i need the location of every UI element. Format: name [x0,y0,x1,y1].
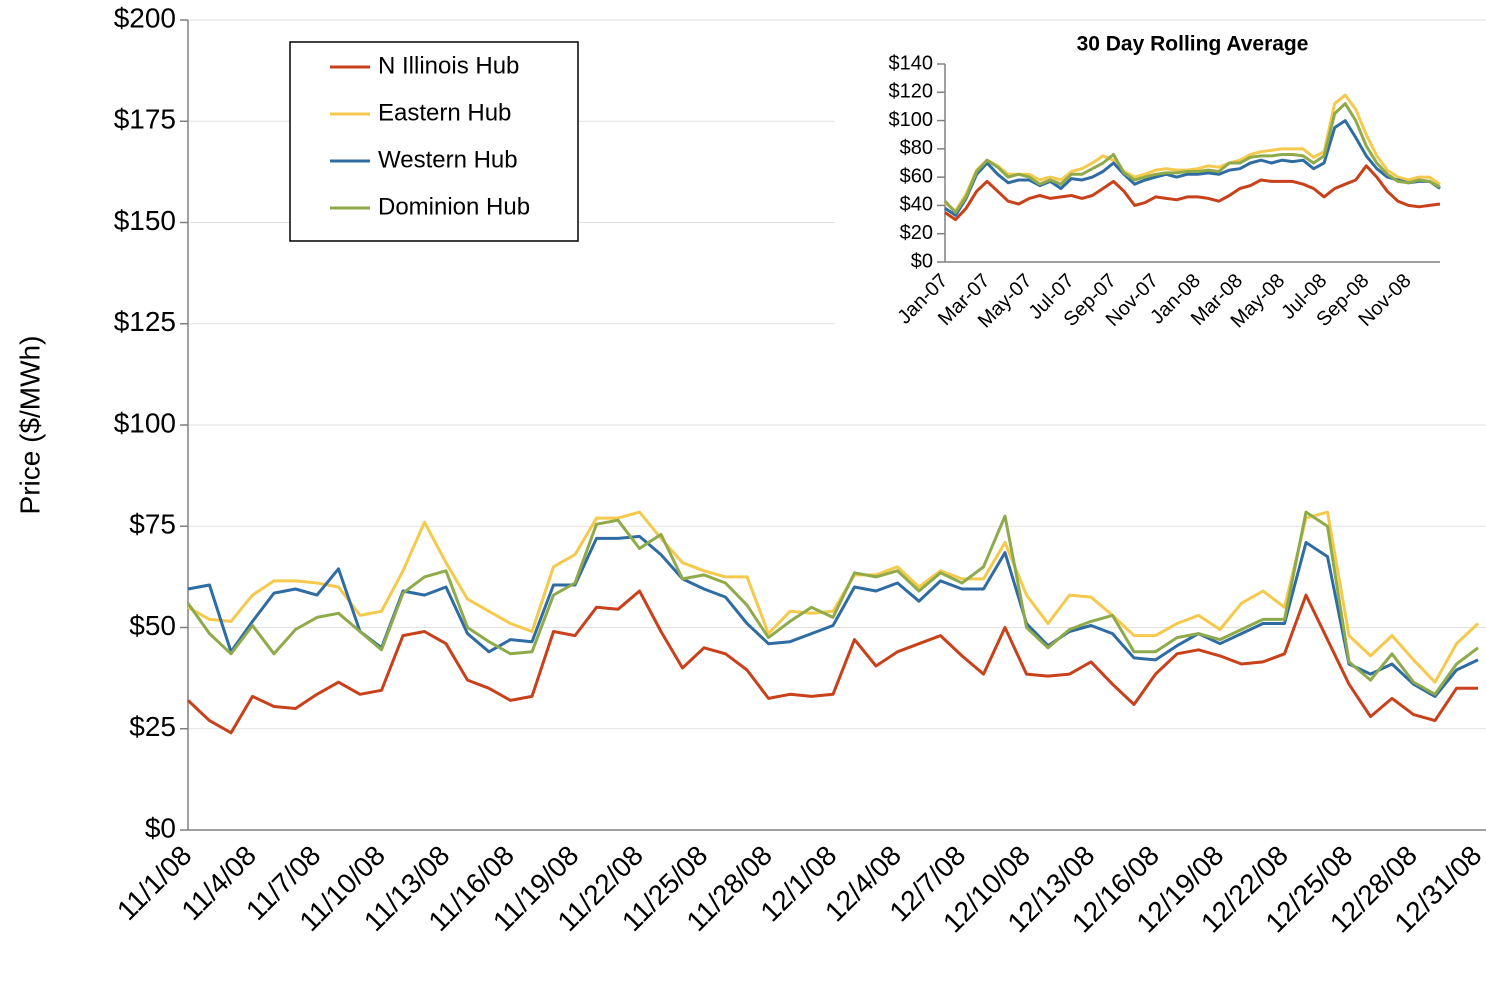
chart-title: 30 Day Rolling Average [1077,33,1309,56]
series-line [187,510,1480,684]
y-tick-label: $150 [114,205,176,236]
series-line [943,102,1441,214]
series-line [944,119,1441,217]
y-axis-label: Price ($/MWh) [14,336,45,515]
series-line [187,534,1479,698]
y-tick-label: $125 [114,306,176,337]
legend-label: Eastern Hub [378,99,511,126]
legend-label: Dominion Hub [378,193,530,220]
y-tick-label: $80 [900,137,933,159]
y-tick-label: $40 [900,194,933,216]
legend-label: N Illinois Hub [378,52,519,79]
y-tick-label: $0 [911,250,933,272]
y-tick-label: $20 [900,222,933,244]
series-line [186,589,1478,735]
y-tick-label: $60 [900,165,933,187]
y-tick-label: $175 [114,104,176,135]
y-tick-label: $100 [889,109,934,131]
legend-label: Western Hub [378,146,518,173]
y-tick-label: $200 [114,2,176,33]
series-line [186,510,1479,696]
y-tick-label: $140 [889,52,934,74]
y-tick-label: $50 [129,610,176,641]
series-line [944,93,1441,213]
y-tick-label: $0 [145,812,176,843]
inset-background [835,25,1486,405]
y-tick-label: $100 [114,407,176,438]
y-tick-label: $25 [129,711,176,742]
series-line [944,164,1441,222]
y-tick-label: $75 [129,509,176,540]
y-tick-label: $120 [889,81,934,103]
